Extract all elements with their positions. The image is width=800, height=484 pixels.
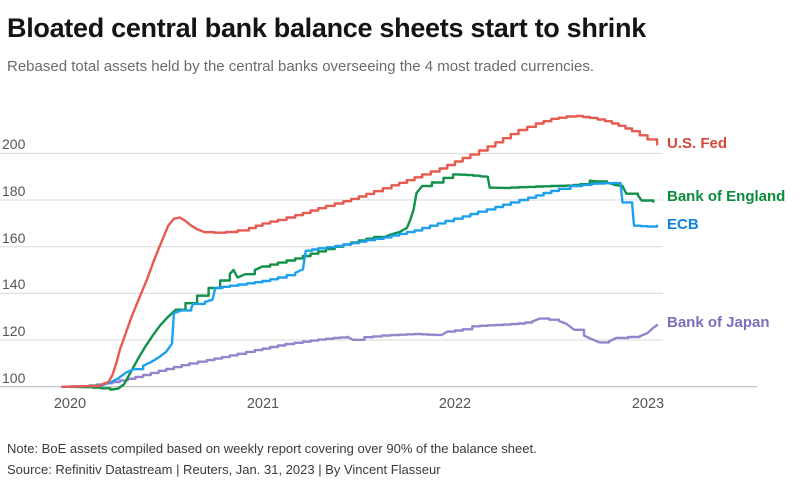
x-tick-label-2023: 2023 [631, 396, 665, 412]
line-ecb [61, 181, 659, 388]
chart-note: Note: BoE assets compiled based on weekl… [7, 441, 537, 456]
chart-source: Source: Refinitiv Datastream | Reuters, … [7, 462, 441, 477]
y-tick-label-180: 180 [2, 183, 26, 199]
series-label-us-fed: U.S. Fed [667, 135, 728, 152]
series-label-bank-of-england: Bank of England [667, 188, 786, 205]
x-tick-label-2022: 2022 [438, 396, 472, 412]
chart-title: Bloated central bank balance sheets star… [7, 13, 646, 43]
y-tick-label-100: 100 [2, 370, 26, 386]
line-u-s-fed [61, 114, 659, 388]
y-tick-label-200: 200 [2, 136, 26, 152]
y-tick-label-120: 120 [2, 323, 26, 339]
x-tick-label-2021: 2021 [246, 396, 280, 412]
x-tick-label-2020: 2020 [53, 396, 87, 412]
chart-subtitle: Rebased total assets held by the central… [7, 58, 594, 75]
series-label-bank-of-japan: Bank of Japan [667, 314, 770, 331]
y-tick-label-140: 140 [2, 276, 26, 292]
series-label-ecb: ECB [667, 216, 699, 233]
line-bank-of-japan [61, 317, 659, 388]
y-tick-label-160: 160 [2, 230, 26, 246]
line-bank-of-england [61, 173, 655, 391]
